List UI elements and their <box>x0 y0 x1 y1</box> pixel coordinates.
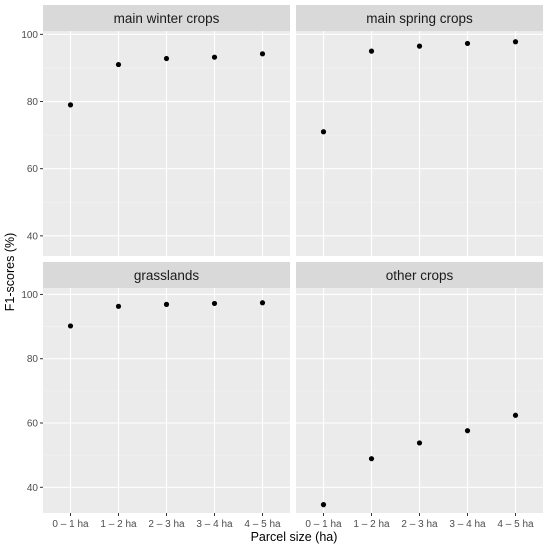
x-tick-label: 1 – 2 ha <box>100 519 137 530</box>
y-tick-label: 100 <box>21 290 38 301</box>
data-point <box>163 301 170 307</box>
x-tick-label: 3 – 4 ha <box>196 519 233 530</box>
y-axis-title: F1-scores (%) <box>3 233 17 311</box>
panels-layer: main winter crops 40 60 80 100 main spring cr… <box>21 5 543 530</box>
facet-title: other crops <box>386 268 454 283</box>
facet-strip <box>43 262 290 288</box>
x-tick-label: 2 – 3 ha <box>401 519 438 530</box>
y-tick-label: 80 <box>27 354 39 365</box>
facet-panel: main winter crops 40 60 80 100 <box>21 5 290 256</box>
data-point <box>163 55 170 62</box>
data-point <box>211 54 218 60</box>
facet-panel: main spring crops <box>296 5 543 256</box>
y-tick-label: 60 <box>27 164 39 175</box>
x-tick-label: 4 – 5 ha <box>244 519 281 530</box>
y-tick-label: 100 <box>21 30 38 41</box>
data-point <box>67 102 74 108</box>
data-point <box>115 61 122 68</box>
data-point <box>416 440 423 446</box>
facet-title: main winter crops <box>114 11 220 26</box>
x-tick-label: 1 – 2 ha <box>353 519 390 530</box>
x-tick-label: 0 – 1 ha <box>52 519 89 530</box>
data-point <box>512 39 519 45</box>
data-point <box>416 43 423 49</box>
data-point <box>320 502 327 508</box>
facet-title: main spring crops <box>366 11 473 26</box>
y-tick-label: 40 <box>27 231 39 242</box>
data-point <box>464 428 471 434</box>
y-tick-label: 80 <box>27 97 39 108</box>
y-tick-label: 60 <box>27 419 39 430</box>
facet-strip <box>296 262 543 288</box>
data-point <box>320 129 327 135</box>
facet-panel: grasslands 40 60 80 100 0 – 1 ha 1 – 2 ha 2 – 3… <box>21 262 290 530</box>
data-point <box>368 48 375 54</box>
facet-strip <box>296 5 543 31</box>
x-tick-label: 0 – 1 ha <box>305 519 342 530</box>
data-point <box>464 40 471 47</box>
x-tick-label: 4 – 5 ha <box>497 519 534 530</box>
data-point <box>259 300 266 306</box>
data-point <box>368 456 375 462</box>
data-point <box>512 412 519 418</box>
data-point <box>259 51 266 57</box>
facet-panel: other crops 0 – 1 ha 1 – 2 ha 2 – 3 ha 3 – 4… <box>296 262 543 530</box>
data-point <box>67 323 74 329</box>
data-point <box>211 300 218 307</box>
x-tick-label: 2 – 3 ha <box>148 519 185 530</box>
y-tick-label: 40 <box>27 483 39 494</box>
x-tick-label: 3 – 4 ha <box>449 519 486 530</box>
facet-strip <box>43 5 290 31</box>
x-axis-title: Parcel size (ha) <box>251 530 338 544</box>
data-point <box>115 303 122 309</box>
facet-title: grasslands <box>134 268 200 283</box>
